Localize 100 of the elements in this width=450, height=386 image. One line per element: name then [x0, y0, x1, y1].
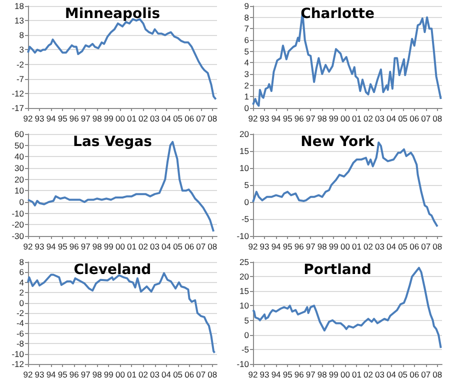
x-tick-label: 05: [173, 370, 183, 380]
x-tick-label: 06: [410, 370, 420, 380]
x-tick-label: 07: [196, 370, 206, 380]
x-tick-label: 03: [150, 242, 160, 252]
y-tick-label: 8: [19, 30, 24, 40]
x-tick-label: 93: [260, 242, 270, 252]
y-tick-label: 25: [240, 257, 250, 267]
y-tick-label: 20: [240, 272, 250, 282]
x-tick-label: 99: [104, 370, 114, 380]
x-tick-label: 99: [328, 370, 339, 380]
x-tick-label: 95: [282, 114, 293, 124]
y-tick-label: 0: [244, 103, 250, 113]
x-tick-label: 95: [58, 370, 68, 380]
x-tick-label: 03: [375, 370, 385, 380]
y-tick-label: 9: [244, 1, 250, 11]
x-tick-label: 98: [92, 242, 102, 252]
x-tick-label: 07: [421, 242, 431, 252]
x-tick-label: 04: [386, 370, 396, 380]
y-tick-label: 1: [244, 92, 250, 102]
y-tick-label: 8: [19, 257, 24, 267]
x-tick-label: 02: [364, 114, 374, 124]
x-tick-label: 96: [69, 242, 80, 252]
y-tick-label: 0: [19, 197, 24, 207]
x-tick-label: 99: [328, 242, 339, 252]
y-tick-label: -4: [16, 318, 24, 328]
x-tick-label: 99: [104, 114, 114, 124]
x-tick-label: 07: [421, 114, 431, 124]
x-tick-label: 97: [80, 242, 91, 252]
y-tick-label: 6: [244, 35, 250, 45]
x-tick-label: 99: [104, 242, 114, 252]
chart-title: New York: [300, 134, 376, 150]
x-tick-label: 94: [46, 114, 56, 124]
y-tick-label: 4: [19, 277, 24, 288]
y-tick-label: 5: [244, 180, 250, 190]
x-tick-label: 00: [340, 114, 350, 124]
x-tick-label: 01: [126, 242, 137, 252]
x-tick-label: 01: [126, 370, 137, 380]
x-tick-label: 02: [138, 242, 148, 252]
y-tick-label: -5: [241, 214, 250, 224]
y-tick-label: 30: [14, 163, 24, 173]
x-tick-label: 92: [23, 242, 33, 252]
x-tick-label: 96: [69, 114, 80, 124]
x-tick-label: 04: [162, 242, 172, 252]
y-tick-label: -12: [12, 88, 24, 98]
x-tick-label: 03: [150, 370, 160, 380]
y-tick-label: 0: [244, 197, 250, 207]
x-tick-label: 96: [294, 114, 304, 124]
chart-title: Minneapolis: [64, 6, 160, 22]
x-tick-label: 01: [352, 114, 362, 124]
x-tick-label: 92: [23, 114, 33, 124]
y-tick-label: 50: [14, 140, 24, 150]
x-tick-label: 00: [115, 114, 126, 124]
y-tick-label: 18: [14, 1, 24, 11]
x-tick-label: 97: [306, 242, 316, 252]
y-tick-label: 15: [240, 286, 250, 296]
y-tick-label: -10: [236, 359, 250, 369]
chart-title: Portland: [304, 262, 372, 278]
x-tick-label: 06: [184, 114, 194, 124]
x-tick-label: 95: [58, 114, 68, 124]
y-tick-label: -12: [12, 359, 24, 369]
y-tick-label: 20: [14, 174, 24, 184]
x-tick-label: 98: [317, 114, 328, 124]
y-tick-label: 20: [240, 129, 250, 139]
x-tick-label: 05: [398, 370, 408, 380]
x-tick-label: 07: [196, 114, 206, 124]
y-tick-label: 5: [244, 315, 250, 326]
x-tick-label: 98: [92, 114, 102, 124]
x-tick-label: 94: [46, 242, 56, 252]
y-tick-label: -7: [16, 74, 24, 84]
x-tick-label: 08: [432, 114, 442, 124]
x-tick-label: 00: [115, 242, 126, 252]
x-tick-label: 01: [352, 370, 362, 380]
x-tick-label: 02: [138, 370, 148, 380]
y-tick-label: -17: [12, 103, 24, 113]
x-tick-label: 08: [208, 114, 218, 124]
y-tick-label: 6: [19, 267, 24, 278]
x-tick-label: 06: [184, 370, 194, 380]
x-tick-label: 96: [294, 242, 304, 252]
x-tick-label: 92: [248, 370, 258, 380]
x-tick-label: 04: [162, 114, 172, 124]
y-tick-label: -10: [12, 348, 24, 359]
x-tick-label: 99: [328, 114, 339, 124]
x-tick-label: 03: [150, 114, 160, 124]
y-tick-label: -2: [16, 308, 24, 318]
y-tick-label: 2: [19, 288, 24, 298]
x-tick-label: 95: [282, 370, 293, 380]
x-tick-label: 08: [432, 370, 442, 380]
y-tick-label: 5: [244, 46, 250, 56]
x-tick-label: 07: [421, 370, 431, 380]
y-tick-label: 10: [14, 186, 24, 196]
x-tick-label: 01: [352, 242, 362, 252]
y-tick-label: -6: [16, 328, 24, 338]
x-tick-label: 93: [260, 114, 270, 124]
x-tick-label: 07: [196, 242, 206, 252]
chart-title: Cleveland: [74, 262, 152, 278]
y-tick-label: -8: [16, 338, 24, 349]
x-tick-label: 03: [375, 114, 385, 124]
x-tick-label: 97: [80, 114, 91, 124]
y-tick-label: 0: [244, 330, 250, 340]
y-tick-label: 10: [240, 300, 250, 311]
